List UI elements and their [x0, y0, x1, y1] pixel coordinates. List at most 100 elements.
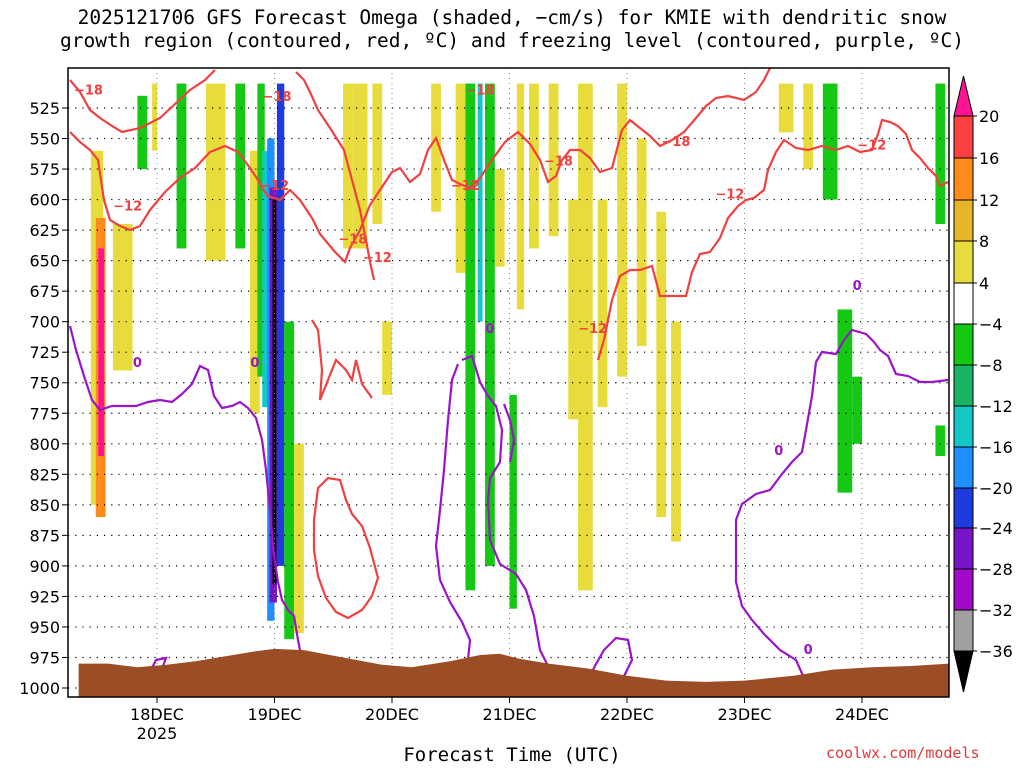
omega-cell — [636, 138, 647, 347]
colorbar-segment — [953, 282, 974, 325]
y-tick-label: 675 — [29, 282, 60, 301]
y-tick-label: 625 — [29, 221, 60, 240]
colorbar-label: −16 — [979, 438, 1013, 457]
omega-cell — [372, 83, 383, 224]
contour-label: −12 — [113, 200, 142, 215]
y-tick-label: 800 — [29, 435, 60, 454]
colorbar-segment — [953, 75, 974, 117]
contour-label: 0 — [853, 279, 862, 294]
omega-cell — [205, 83, 226, 261]
omega-cell — [262, 150, 270, 408]
omega-cell — [578, 83, 593, 591]
dendritic-contour-lower — [69, 69, 216, 134]
omega-cell — [529, 83, 539, 249]
y-tick-label: 775 — [29, 404, 60, 423]
omega-cell — [272, 199, 277, 585]
omega-cell — [98, 248, 105, 456]
colorbar-segment — [953, 487, 974, 529]
y-tick-label: 725 — [29, 343, 60, 362]
omega-cell — [465, 83, 476, 591]
colorbar-label: 16 — [979, 149, 999, 168]
colorbar-segment — [953, 650, 974, 693]
omega-cell — [935, 425, 946, 456]
colorbar-label: −8 — [979, 356, 1003, 375]
omega-cell — [352, 83, 368, 249]
colorbar-label: −28 — [979, 560, 1013, 579]
x-axis-label: Forecast Time (UTC) — [403, 744, 621, 766]
omega-cell — [803, 83, 814, 170]
colorbar-segment — [953, 323, 974, 366]
contour-label: −18 — [466, 84, 495, 99]
y-tick-label: 650 — [29, 252, 60, 271]
credit-link[interactable]: coolwx.com/models — [826, 744, 980, 762]
freezing-level-contour-east — [734, 328, 949, 679]
contour-label: −12 — [451, 179, 480, 194]
omega-cell — [837, 309, 853, 493]
x-tick-sublabel: 2025 — [137, 724, 178, 743]
colorbar-segment — [953, 240, 974, 284]
omega-cell — [152, 83, 157, 151]
x-tick-label: 19DEC — [248, 705, 302, 724]
colorbar-label: 8 — [979, 232, 989, 251]
dendritic-contour-mid — [295, 71, 376, 281]
omega-cell — [455, 83, 466, 273]
contour-label: −18 — [661, 135, 690, 150]
contour-label: −12 — [260, 179, 289, 194]
colorbar-segment — [953, 568, 974, 611]
freezing-level-contour-central — [434, 354, 551, 681]
colorbar-label: −4 — [979, 315, 1003, 334]
colorbar-segment — [953, 115, 974, 159]
y-tick-label: 550 — [29, 130, 60, 149]
colorbar-segment — [953, 446, 974, 489]
omega-cell — [294, 443, 304, 634]
colorbar-label: −24 — [979, 519, 1013, 538]
colorbar-label: −12 — [979, 397, 1013, 416]
contour-label: −18 — [262, 90, 291, 105]
contour-label: −12 — [857, 139, 886, 154]
contour-label: 0 — [133, 356, 142, 371]
y-tick-label: 850 — [29, 496, 60, 515]
colorbar-segment — [953, 527, 974, 570]
y-axis-pressure-levels: 525 550 575 600 625 650 675 700 725 750 775 800 825 8… — [19, 99, 68, 698]
omega-cell — [509, 394, 517, 609]
x-tick-label: 23DEC — [718, 705, 772, 724]
omega-cell — [656, 211, 667, 518]
contour-lines — [68, 68, 949, 683]
y-tick-label: 700 — [29, 313, 60, 332]
omega-cell — [822, 83, 838, 200]
omega-cell — [597, 199, 608, 408]
contour-label: −12 — [363, 251, 392, 266]
contour-label: 0 — [485, 322, 494, 337]
contour-label: 0 — [804, 643, 813, 658]
y-tick-label: 825 — [29, 465, 60, 484]
omega-cell — [431, 83, 441, 212]
x-tick-label: 20DEC — [365, 705, 419, 724]
omega-cell — [257, 83, 265, 377]
omega-cell — [671, 321, 681, 542]
colorbar-label: −36 — [979, 642, 1013, 661]
contour-label: 0 — [250, 356, 259, 371]
y-tick-label: 875 — [29, 526, 60, 545]
omega-cell — [176, 83, 187, 249]
colorbar-segment — [953, 199, 974, 242]
y-tick-label: 600 — [29, 191, 60, 210]
omega-cell — [276, 83, 285, 566]
terrain — [78, 648, 949, 697]
colorbar-label: 4 — [979, 274, 989, 293]
colorbar-label: 12 — [979, 191, 999, 210]
omega-cell — [516, 83, 525, 310]
y-tick-label: 925 — [29, 587, 60, 606]
x-tick-label: 21DEC — [483, 705, 537, 724]
x-tick-label: 24DEC — [835, 705, 889, 724]
contour-label: −18 — [338, 233, 367, 248]
omega-cell — [485, 83, 495, 566]
y-tick-label: 975 — [29, 648, 60, 667]
colorbar-segment — [953, 157, 974, 201]
omega-cell — [235, 83, 246, 249]
contour-labels: −18 −18 −12 −12 −18 −12 −12 −18 −18 −12 −18 −12 −12 0… — [74, 84, 886, 658]
omega-cell — [852, 376, 862, 444]
x-tick-label: 18DEC — [130, 705, 184, 724]
omega-cell — [568, 199, 579, 420]
omega-cell — [778, 83, 794, 133]
contour-label: −18 — [74, 84, 103, 99]
